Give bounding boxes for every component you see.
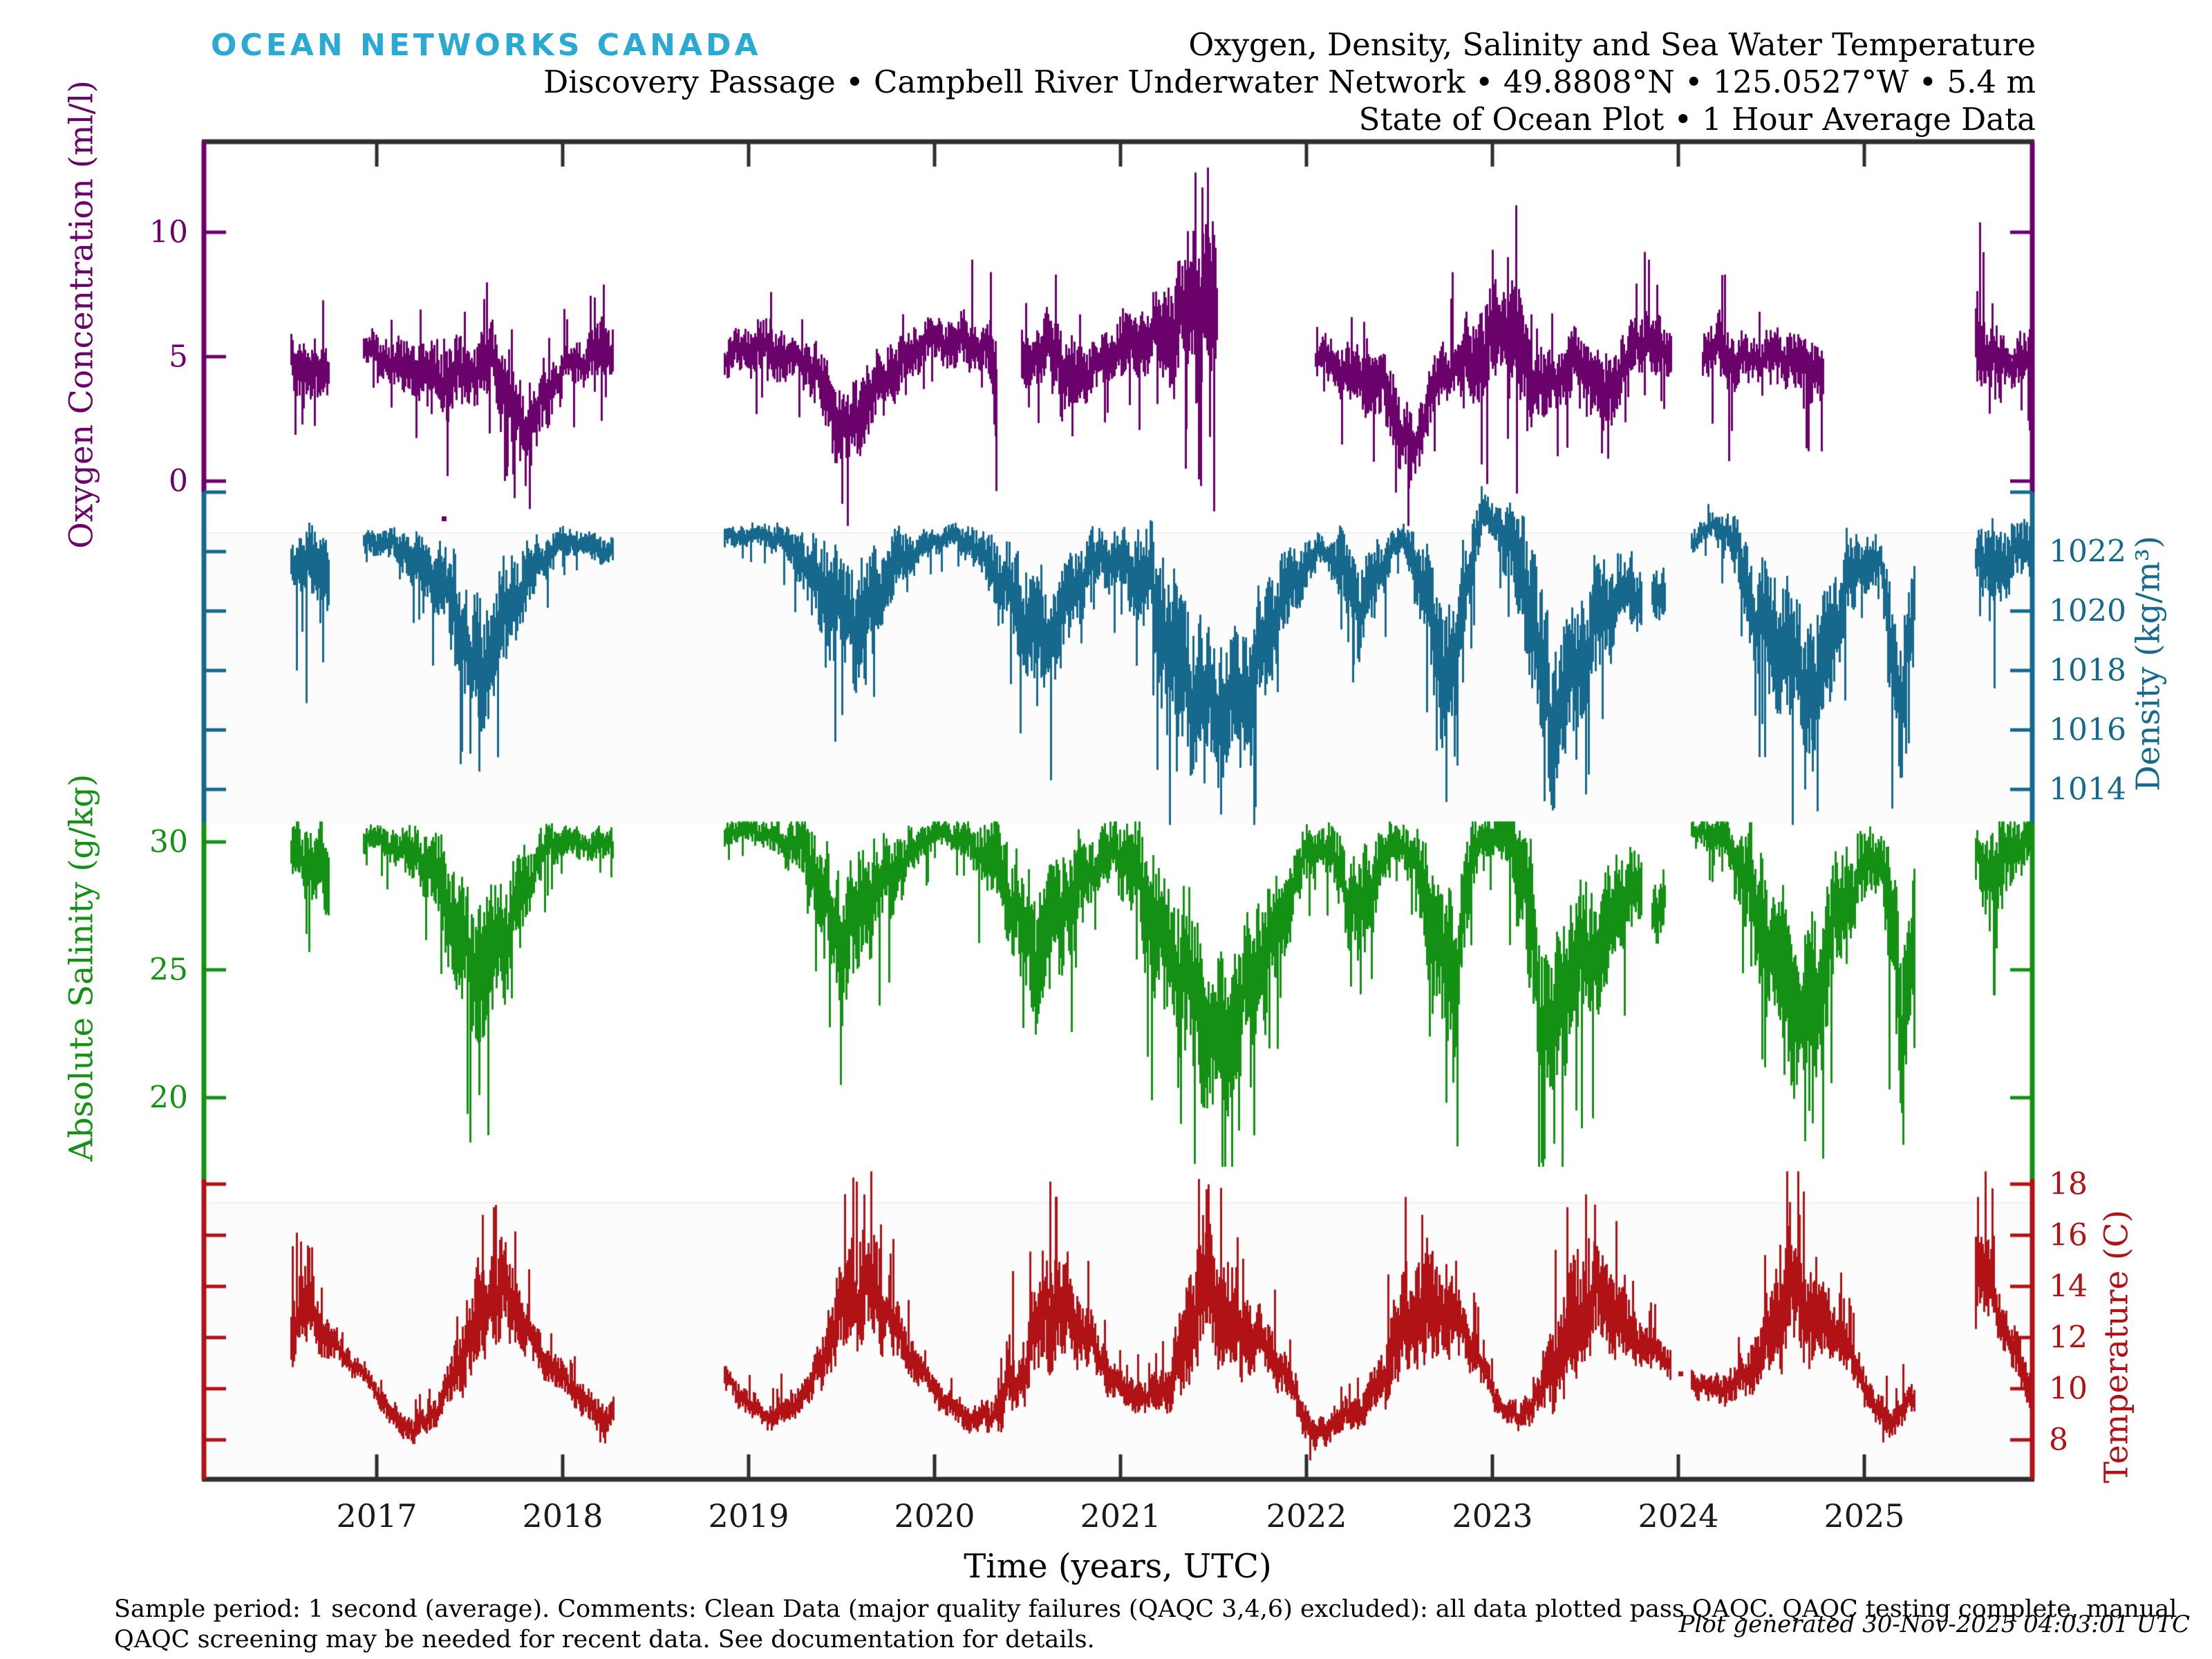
temperature-tick-label: 16 [2049, 1217, 2088, 1253]
salinity-tick-label: 20 [149, 1080, 188, 1116]
page-subtitle-location: Discovery Passage • Campbell River Under… [543, 64, 2036, 100]
temperature-axis-label: Temperature (C) [2097, 1210, 2136, 1483]
footer-note-line2: QAQC screening may be needed for recent … [114, 1626, 1095, 1653]
temperature-tick-label: 18 [2049, 1166, 2088, 1202]
density-tick-label: 1014 [2049, 771, 2126, 807]
plot-generated-timestamp: Plot generated 30-Nov-2025 04:03:01 UTC [1678, 1611, 2190, 1638]
x-tick-label: 2020 [894, 1497, 975, 1535]
temperature-tick-label: 8 [2049, 1422, 2068, 1458]
temperature-tick-label: 12 [2049, 1320, 2088, 1356]
page-title: Oxygen, Density, Salinity and Sea Water … [1188, 26, 2036, 63]
x-tick-label: 2024 [1638, 1497, 1719, 1535]
salinity-tick-label: 30 [149, 824, 188, 860]
density-tick-label: 1022 [2049, 534, 2126, 570]
salinity-tick-label: 25 [149, 952, 188, 988]
x-tick-label: 2021 [1080, 1497, 1161, 1535]
page-subtitle-plot-type: State of Ocean Plot • 1 Hour Average Dat… [1358, 101, 2036, 138]
density-tick-label: 1018 [2049, 653, 2126, 688]
temperature-tick-label: 14 [2049, 1268, 2088, 1304]
x-tick-label: 2023 [1452, 1497, 1533, 1535]
footer-note-line1: Sample period: 1 second (average). Comme… [114, 1595, 2177, 1623]
x-axis-title: Time (years, UTC) [964, 1547, 1272, 1586]
onc-logo: OCEAN NETWORKS CANADA [211, 28, 762, 63]
oxygen-tick-label: 5 [169, 339, 188, 375]
density-tick-label: 1020 [2049, 593, 2126, 629]
x-tick-label: 2017 [336, 1497, 418, 1535]
x-tick-label: 2022 [1266, 1497, 1347, 1535]
salinity-axis-label: Absolute Salinity (g/kg) [62, 774, 101, 1162]
temperature-tick-label: 10 [2049, 1371, 2088, 1407]
oxygen-tick-label: 10 [149, 214, 188, 250]
oxygen-axis-label: Oxygen Concentration (ml/l) [62, 80, 101, 549]
x-tick-label: 2018 [522, 1497, 603, 1535]
x-tick-label: 2019 [708, 1497, 789, 1535]
oxygen-tick-label: 0 [169, 463, 188, 499]
x-tick-label: 2025 [1824, 1497, 1905, 1535]
density-axis-label: Density (kg/m³) [2129, 536, 2168, 791]
density-tick-label: 1016 [2049, 712, 2126, 748]
